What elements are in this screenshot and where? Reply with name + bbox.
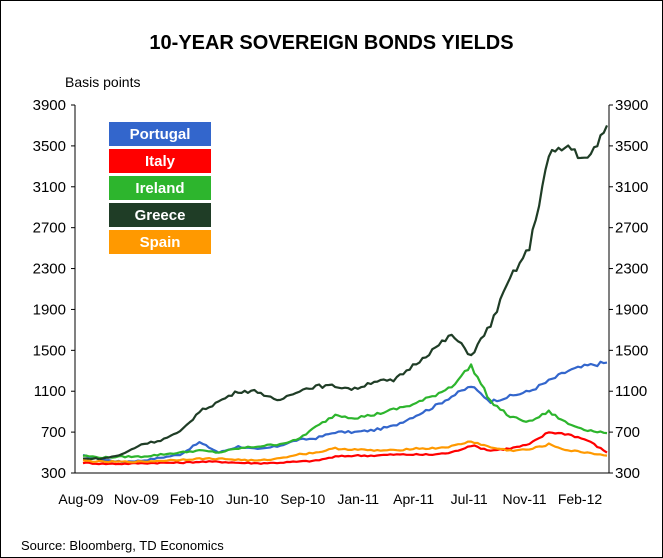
series-line-greece (82, 124, 609, 461)
legend-label: Ireland (135, 180, 184, 197)
x-tick-label: Nov-11 (503, 491, 547, 507)
y-tick-label: 700 (615, 424, 640, 441)
y-tick-label: 1900 (33, 301, 66, 318)
y-tick-label: 1100 (615, 383, 647, 400)
y-tick-label: 3100 (615, 179, 648, 196)
legend-swatch-italy (109, 149, 211, 173)
y-tick-label: 2300 (33, 261, 66, 278)
y-tick-label: 3900 (615, 97, 648, 114)
y-tick-label: 3500 (33, 138, 66, 155)
legend-label: Spain (140, 234, 181, 251)
x-tick-label: Feb-12 (558, 491, 603, 507)
x-tick-label: Jan-11 (337, 491, 379, 507)
y-tick-label: 1500 (33, 342, 66, 359)
y-tick-label: 3900 (33, 97, 66, 114)
series-line-italy (82, 431, 608, 466)
y-tick-label: 3500 (615, 138, 648, 155)
legend: Portugal Italy Ireland Greece Spain (109, 122, 211, 254)
series-line-spain (82, 440, 608, 464)
y-tick-label: 2700 (33, 220, 66, 237)
x-ticks: Aug-09 Nov-09 Feb-10 Jun-10 Sep-10 Jan-11 Apr-… (58, 491, 602, 507)
x-tick-label: Jul-11 (451, 491, 488, 507)
x-tick-label: Apr-11 (393, 491, 434, 507)
legend-swatch-ireland (109, 176, 211, 200)
series-lines (82, 124, 609, 466)
y-tick-label: 700 (41, 424, 66, 441)
y-tick-label: 1900 (615, 301, 648, 318)
source-note: Source: Bloomberg, TD Economics (21, 538, 224, 553)
legend-swatch-greece (109, 203, 211, 227)
y-tick-label: 300 (41, 465, 66, 482)
legend-swatch-portugal (109, 122, 211, 146)
y-ticks-left: 3900 3500 3100 2700 2300 1900 1500 1100 700 300 (33, 97, 75, 482)
y-tick-label: 3100 (33, 179, 66, 196)
legend-label: Italy (145, 153, 176, 170)
plot-axes (74, 105, 610, 474)
chart-title: 10-YEAR SOVEREIGN BONDS YIELDS (149, 32, 514, 54)
x-tick-label: Sep-10 (280, 491, 325, 507)
y-tick-label: 1100 (34, 383, 66, 400)
x-tick-label: Aug-09 (58, 491, 103, 507)
x-tick-label: Jun-10 (226, 491, 269, 507)
x-tick-label: Nov-09 (114, 491, 159, 507)
y-axis-label: Basis points (65, 74, 141, 90)
y-tick-label: 1500 (615, 342, 648, 359)
y-tick-label: 2700 (615, 220, 648, 237)
legend-swatch-spain (109, 230, 211, 254)
legend-label: Portugal (130, 126, 191, 143)
y-tick-label: 2300 (615, 261, 648, 278)
x-tick-label: Feb-10 (170, 491, 215, 507)
series-line-ireland (82, 363, 608, 460)
series-line-portugal (82, 360, 608, 464)
y-ticks-right: 3900 3500 3100 2700 2300 1900 1500 1100 700 300 (609, 97, 648, 482)
y-tick-label: 300 (615, 465, 640, 482)
legend-label: Greece (135, 207, 186, 224)
